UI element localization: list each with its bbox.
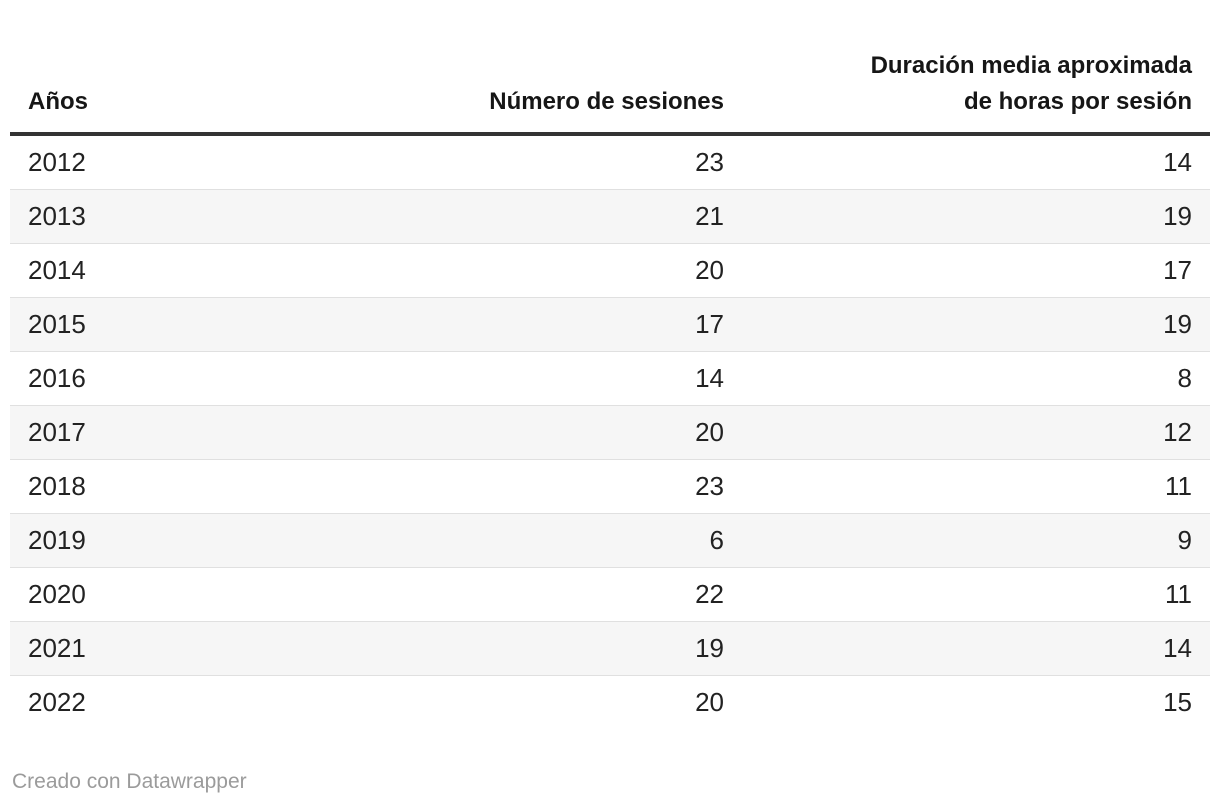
data-table: Años Número de sesiones Duración media a…: [10, 48, 1210, 729]
year-cell: 2022: [28, 687, 86, 717]
year-cell: 2013: [28, 201, 86, 231]
duration-cell: 11: [1165, 579, 1192, 609]
duration-cell: 14: [1163, 147, 1192, 177]
attribution-text: Creado con Datawrapper: [12, 770, 247, 793]
duration-cell: 8: [1177, 363, 1192, 393]
column-header-anos: Años: [10, 48, 310, 136]
table-row: 2018 23 11: [10, 459, 1210, 514]
sessions-cell: 20: [695, 687, 724, 717]
year-cell: 2018: [28, 471, 86, 501]
attribution-footer: Creado con Datawrapper: [10, 769, 1210, 795]
duration-cell: 11: [1165, 471, 1192, 501]
year-cell: 2017: [28, 417, 86, 447]
year-cell: 2014: [28, 255, 86, 285]
year-cell: 2021: [28, 633, 86, 663]
duration-cell: 9: [1177, 525, 1192, 555]
duration-cell: 14: [1163, 633, 1192, 663]
duration-cell: 12: [1163, 417, 1192, 447]
year-cell: 2015: [28, 309, 86, 339]
duration-cell: 17: [1163, 255, 1192, 285]
sessions-cell: 22: [695, 579, 724, 609]
duration-cell: 19: [1163, 309, 1192, 339]
duration-cell: 15: [1163, 687, 1192, 717]
year-cell: 2016: [28, 363, 86, 393]
table-row: 2016 14 8: [10, 351, 1210, 406]
table-body: 2012 23 14 2013 21 19 2014 20 17 2015 17 19 2016 14 8 2…: [10, 134, 1210, 729]
table-row: 2020 22 11: [10, 567, 1210, 622]
year-cell: 2020: [28, 579, 86, 609]
table-row: 2012 23 14: [10, 134, 1210, 190]
duration-cell: 19: [1163, 201, 1192, 231]
column-header-sesiones: Número de sesiones: [310, 48, 742, 136]
sessions-cell: 20: [695, 255, 724, 285]
table-header: Años Número de sesiones Duración media a…: [10, 48, 1210, 136]
table-row: 2015 17 19: [10, 297, 1210, 352]
sessions-cell: 6: [709, 525, 724, 555]
table-row: 2021 19 14: [10, 621, 1210, 676]
table-row: 2014 20 17: [10, 243, 1210, 298]
sessions-cell: 23: [695, 471, 724, 501]
table-row: 2017 20 12: [10, 405, 1210, 460]
sessions-cell: 20: [695, 417, 724, 447]
sessions-cell: 23: [695, 147, 724, 177]
year-cell: 2012: [28, 147, 86, 177]
sessions-cell: 14: [695, 363, 724, 393]
table-row: 2019 6 9: [10, 513, 1210, 568]
header-row: Años Número de sesiones Duración media a…: [10, 48, 1210, 136]
sessions-cell: 17: [695, 309, 724, 339]
table-row: 2013 21 19: [10, 189, 1210, 244]
sessions-cell: 21: [695, 201, 724, 231]
sessions-cell: 19: [695, 633, 724, 663]
year-cell: 2019: [28, 525, 86, 555]
column-header-duracion: Duración media aproximada de horas por s…: [742, 48, 1210, 136]
table-row: 2022 20 15: [10, 675, 1210, 729]
